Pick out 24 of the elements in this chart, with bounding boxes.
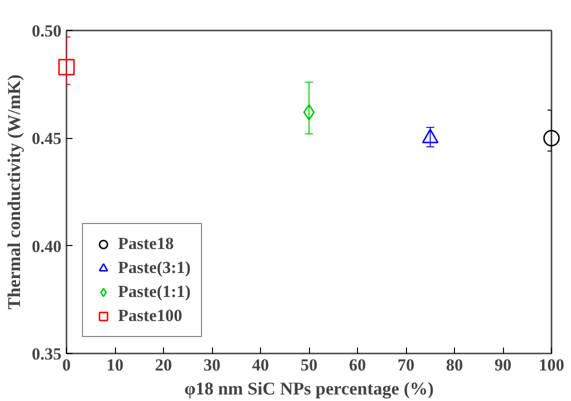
y-tick-label: 0.50	[32, 22, 62, 40]
y-tick-label: 0.35	[32, 344, 62, 364]
legend-label: Paste(3:1)	[118, 258, 191, 278]
x-tick-label: 0	[62, 356, 71, 374]
x-tick-label: 90	[494, 356, 512, 374]
x-tick-label: 100	[538, 356, 564, 374]
x-axis-title: φ18 nm SiC NPs percentage (%)	[184, 378, 434, 398]
legend-label: Paste(1:1)	[118, 282, 191, 302]
legend-label: Paste18	[118, 234, 174, 254]
x-tick-label: 10	[106, 356, 124, 374]
x-tick-label: 50	[300, 356, 318, 374]
x-tick-label: 60	[349, 356, 366, 374]
x-tick-label: 30	[204, 356, 220, 374]
point	[543, 130, 560, 146]
x-tick-label: 20	[155, 356, 172, 374]
point	[303, 104, 315, 121]
x-tick-label: 70	[398, 356, 414, 374]
x-tick-label: 40	[252, 356, 269, 374]
legend-label: Paste100	[118, 306, 182, 326]
x-tick-label: 80	[446, 356, 463, 374]
point	[58, 58, 75, 76]
y-tick-label: 0.40	[32, 236, 62, 256]
y-axis-title: Thermal conductivity (W/mK)	[4, 74, 24, 310]
y-tick-label: 0.45	[32, 129, 62, 148]
